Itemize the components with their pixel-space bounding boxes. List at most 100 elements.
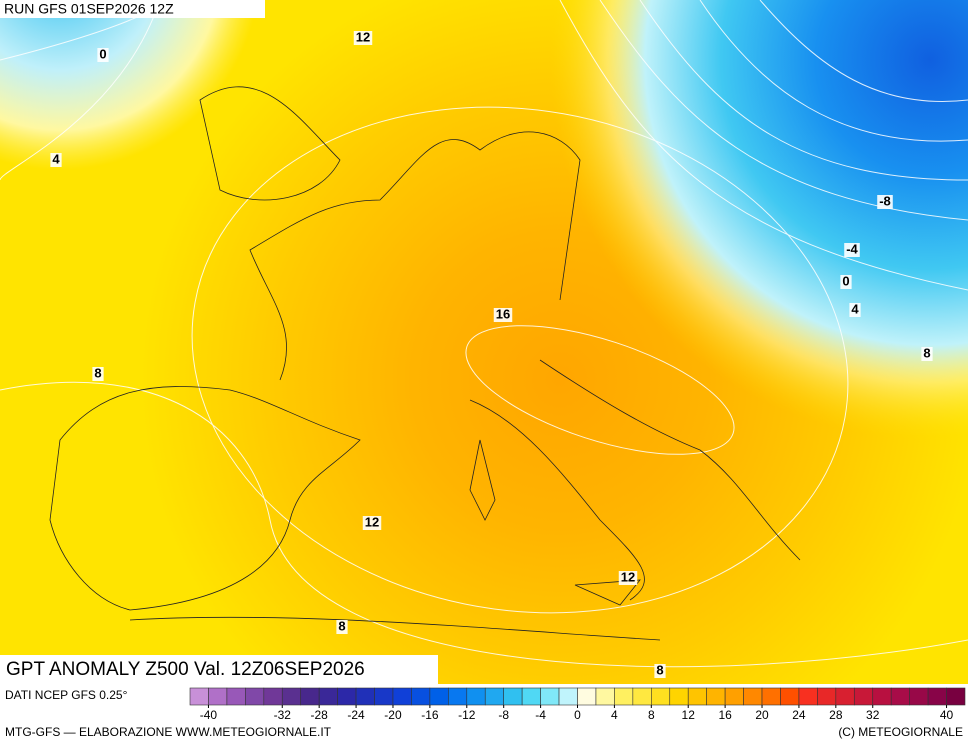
- colorbar-tick-label: 8: [648, 708, 655, 722]
- colorbar-swatch: [521, 687, 541, 706]
- colorbar-swatch: [595, 687, 615, 706]
- colorbar-tick-label: 20: [755, 708, 769, 722]
- cold-anomaly-west: [0, 0, 968, 684]
- contour-label: 0: [99, 46, 106, 61]
- colorbar-tick-label: -40: [200, 708, 218, 722]
- run-box: [0, 0, 265, 18]
- contour-label: 8: [656, 662, 663, 677]
- colorbar-swatch: [817, 687, 837, 706]
- contour-label: 12: [621, 569, 635, 584]
- colorbar-swatch: [300, 687, 320, 706]
- contour-label: 0: [842, 273, 849, 288]
- contour-label: 8: [94, 365, 101, 380]
- colorbar-tick-label: 0: [574, 708, 581, 722]
- colorbar-tick-label: -24: [347, 708, 365, 722]
- colorbar-swatch: [577, 687, 597, 706]
- contour-label: 12: [356, 29, 370, 44]
- colorbar-swatch: [780, 687, 800, 706]
- colorbar-swatch: [614, 687, 634, 706]
- run-label: RUN GFS 01SEP2026 12Z: [4, 1, 174, 17]
- contour-label-bg: [353, 31, 373, 45]
- colorbar-swatch: [263, 687, 283, 706]
- colorbar-swatch: [724, 687, 744, 706]
- colorbar-swatch: [743, 687, 763, 706]
- map-title: GPT ANOMALY Z500 Val. 12Z06SEP2026: [6, 659, 365, 680]
- colorbar-tick-label: 16: [718, 708, 732, 722]
- contour-label-bg: [654, 664, 666, 678]
- title-box: [0, 655, 438, 684]
- colorbar-swatch: [281, 687, 302, 706]
- colorbar-swatch: [669, 687, 689, 706]
- copyright-label: (C) METEOGIORNALE: [838, 725, 963, 739]
- credit-label: MTG-GFS — ELABORAZIONE WWW.METEOGIORNALE…: [5, 725, 332, 739]
- contour-label: 4: [52, 151, 60, 166]
- colorbar-swatch: [890, 687, 910, 706]
- colorbar-swatch: [798, 687, 818, 706]
- colorbar-swatch: [448, 687, 468, 706]
- contour-label: 4: [851, 301, 859, 316]
- map-area: [0, 0, 968, 684]
- contour-label-bg: [921, 347, 933, 361]
- colorbar-swatch: [835, 687, 855, 706]
- colorbar-tick-label: -8: [498, 708, 509, 722]
- contour-label: 12: [365, 514, 379, 529]
- contour-label-bg: [840, 275, 852, 289]
- colorbar-swatch: [761, 687, 781, 706]
- colorbar-swatch: [484, 687, 504, 706]
- colorbar-swatch: [466, 687, 486, 706]
- contour-label-bg: [97, 48, 109, 62]
- contour-label-bg: [618, 571, 638, 585]
- colorbar-tick-label: -20: [384, 708, 402, 722]
- colorbar-tick-label: 28: [829, 708, 843, 722]
- colorbar-tick-label: -4: [535, 708, 546, 722]
- contour-label: -8: [879, 193, 891, 208]
- contour-label-bg: [849, 303, 861, 317]
- colorbar-swatch: [632, 687, 652, 706]
- colorbar-tick-label: 12: [682, 708, 696, 722]
- source-label: DATI NCEP GFS 0.25°: [5, 688, 128, 702]
- colorbar-tick-label: -28: [310, 708, 328, 722]
- colorbar-swatch: [687, 687, 707, 706]
- contour-label: 16: [496, 306, 510, 321]
- colorbar: -40 -32 -28 -24 -20 -16 -12 -8 -4 0 4 8 12 16 20 24 28 32…: [189, 687, 966, 722]
- colorbar-swatch: [503, 687, 523, 706]
- colorbar-swatch: [208, 687, 228, 706]
- colorbar-swatch: [429, 687, 449, 706]
- colorbar-swatch: [411, 687, 431, 706]
- colorbar-swatch: [374, 687, 394, 706]
- colorbar-swatch: [946, 687, 966, 706]
- colorbar-swatch: [558, 687, 578, 706]
- colorbar-tick-label: 40: [940, 708, 954, 722]
- colorbar-tick-label: 32: [866, 708, 880, 722]
- colorbar-swatch: [909, 687, 929, 706]
- contour-label: 8: [338, 618, 345, 633]
- colorbar-swatch: [226, 687, 246, 706]
- colorbar-tick-label: -16: [421, 708, 439, 722]
- contour-label-bg: [50, 153, 62, 167]
- colorbar-swatch: [540, 687, 560, 706]
- contour-label-bg: [844, 243, 860, 257]
- contour-label: 8: [923, 345, 930, 360]
- colorbar-swatch: [189, 687, 209, 706]
- contour-label-bg: [336, 620, 348, 634]
- colorbar-swatch: [245, 687, 265, 706]
- contour-label: -4: [846, 241, 858, 256]
- colorbar-swatch: [337, 687, 357, 706]
- colorbar-swatch: [927, 687, 947, 706]
- contour-label-bg: [92, 367, 104, 381]
- colorbar-swatch: [853, 687, 874, 706]
- colorbar-swatch: [392, 687, 412, 706]
- colorbar-tick-label: 24: [792, 708, 806, 722]
- contour-label-bg: [493, 308, 513, 322]
- colorbar-swatch: [872, 687, 892, 706]
- colorbar-swatch: [318, 687, 338, 706]
- colorbar-tick-label: -12: [458, 708, 476, 722]
- contour-label-bg: [877, 195, 893, 209]
- colorbar-swatch: [706, 687, 726, 706]
- colorbar-swatch: [355, 687, 375, 706]
- contour-label-bg: [362, 516, 382, 530]
- coastlines: [49, 86, 801, 641]
